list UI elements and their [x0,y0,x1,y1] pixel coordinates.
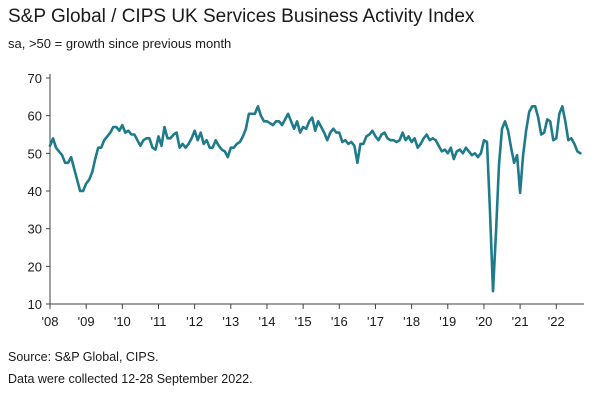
y-tick-label: 60 [28,109,42,124]
x-tick-label: '15 [295,314,312,329]
series-line [48,105,582,293]
chart-title: S&P Global / CIPS UK Services Business A… [8,6,475,27]
x-tick-label: '19 [439,314,456,329]
x-tick-label: '17 [367,314,384,329]
x-tick-label: '20 [475,314,492,329]
x-tick-label: '10 [114,314,131,329]
x-tick-label: '22 [548,314,565,329]
x-tick-label: '16 [331,314,348,329]
y-tick-label: 30 [28,222,42,237]
source-note: Source: S&P Global, CIPS. [8,350,159,364]
y-tick-label: 20 [28,259,42,274]
x-tick-label: '13 [222,314,239,329]
x-tick-label: '08 [42,314,59,329]
y-tick-label: 10 [28,297,42,312]
chart-subtitle: sa, >50 = growth since previous month [8,36,232,51]
x-tick-label: '09 [78,314,95,329]
x-tick-label: '12 [186,314,203,329]
y-tick-label: 40 [28,184,42,199]
x-tick-label: '11 [150,314,166,329]
y-tick-label: 70 [28,71,42,86]
collection-note: Data were collected 12-28 September 2022… [8,372,253,386]
x-tick-label: '18 [403,314,420,329]
x-tick-label: '21 [512,314,529,329]
x-tick-label: '14 [258,314,275,329]
y-tick-label: 50 [28,146,42,161]
